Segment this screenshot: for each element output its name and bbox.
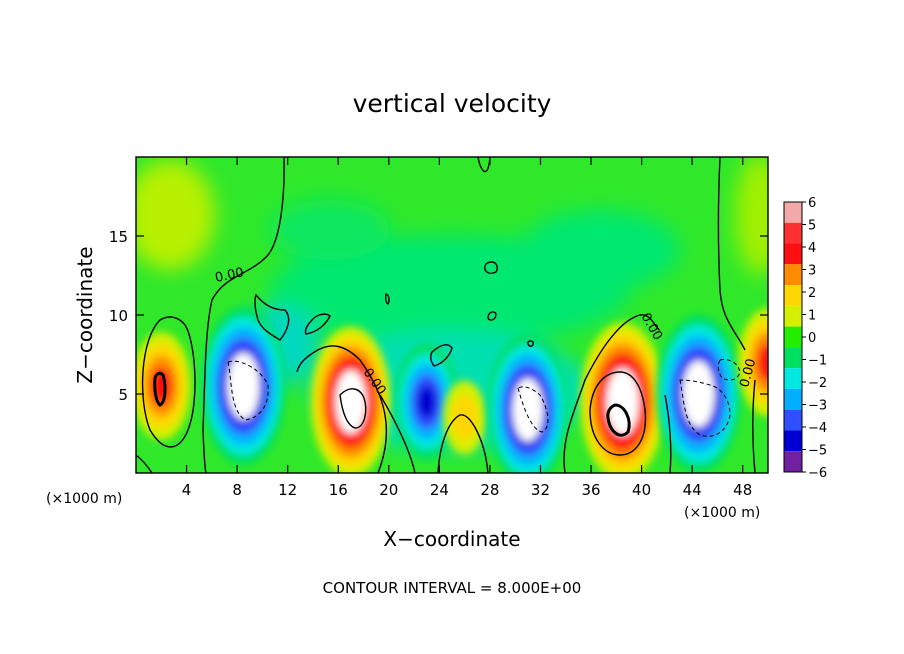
y-tick-labels: 5 10 15 xyxy=(109,228,128,404)
colorbar-label: −1 xyxy=(808,354,827,369)
x-unit-label-left: (×1000 m) xyxy=(46,491,122,507)
colorbar-label: −6 xyxy=(808,466,827,481)
velocity-cell xyxy=(201,306,286,466)
velocity-cell xyxy=(656,314,741,473)
colorbar-label: −3 xyxy=(808,399,827,414)
velocity-cell xyxy=(738,308,768,417)
colorbar-label: −4 xyxy=(808,421,827,436)
velocity-cell-band xyxy=(757,343,768,382)
colorbar-swatch xyxy=(784,430,802,452)
colorbar-label: 0 xyxy=(808,331,816,346)
plot-area: 0.00 0.00 0.00 0.00 xyxy=(135,156,769,474)
x-tick-label: 8 xyxy=(232,481,242,499)
x-tick-label: 36 xyxy=(581,481,600,499)
velocity-cell-core xyxy=(512,378,544,442)
x-tick-label: 44 xyxy=(683,481,702,499)
contour-label: 0.00 xyxy=(214,265,245,286)
y-tick-label: 10 xyxy=(109,307,128,325)
colorbar-swatch xyxy=(784,409,802,431)
colorbar-swatch xyxy=(784,326,802,348)
x-tick-label: 40 xyxy=(632,481,651,499)
colorbar-swatch xyxy=(784,305,802,327)
chart-title: vertical velocity xyxy=(353,89,552,118)
colorbar-swatch xyxy=(784,347,802,369)
colorbar-swatch xyxy=(784,285,802,306)
colorbar-swatch xyxy=(784,451,802,472)
velocity-cell-core xyxy=(335,370,367,434)
x-tick-labels: 4 8 12 16 20 24 28 32 36 40 44 48 xyxy=(182,481,752,499)
velocity-cell-band xyxy=(451,394,478,441)
axis-ticks xyxy=(136,157,768,473)
y-tick-label: 15 xyxy=(109,228,128,246)
velocity-cell xyxy=(487,334,569,473)
velocity-cell xyxy=(310,326,392,473)
colorbar-swatch xyxy=(784,388,802,410)
colorbar-label: −5 xyxy=(808,444,827,459)
contour-label: 0.00 xyxy=(737,357,759,389)
colorbar-swatch xyxy=(784,202,802,223)
velocity-cell-core xyxy=(227,352,260,420)
colorbar-swatch xyxy=(784,222,802,244)
velocity-cell-core xyxy=(682,360,715,428)
velocity-cell xyxy=(443,380,487,455)
velocity-cell-band xyxy=(417,385,436,419)
colorbar-swatch xyxy=(784,243,802,265)
y-tick-label: 5 xyxy=(118,386,128,404)
x-tick-label: 16 xyxy=(329,481,348,499)
colorbar-label: 2 xyxy=(808,286,816,301)
dashed-contours xyxy=(227,359,741,437)
contour-interval-note: CONTOUR INTERVAL = 8.000E+00 xyxy=(323,579,582,597)
colorbar-swatch xyxy=(784,264,802,286)
y-axis-label: Z−coordinate xyxy=(73,246,97,383)
x-tick-label: 20 xyxy=(379,481,398,499)
velocity-cell-core xyxy=(606,368,639,436)
velocity-cell xyxy=(580,322,666,473)
x-tick-label: 32 xyxy=(531,481,550,499)
colorbar-label: −2 xyxy=(808,376,827,391)
colorbar: 6 5 4 3 2 1 0 −1 −2 −3 −4 −5 −6 xyxy=(783,196,827,481)
colorbar-swatch xyxy=(784,368,802,389)
colorbar-label: 1 xyxy=(808,309,816,324)
colorbar-label: 4 xyxy=(808,241,816,256)
velocity-cell xyxy=(394,343,459,461)
colorbar-label: 3 xyxy=(808,264,816,279)
x-tick-label: 48 xyxy=(733,481,752,499)
x-tick-label: 28 xyxy=(480,481,499,499)
x-axis-label: X−coordinate xyxy=(383,527,520,551)
velocity-cell xyxy=(136,332,192,441)
colorbar-label: 6 xyxy=(808,196,816,211)
x-tick-label: 12 xyxy=(278,481,297,499)
colorbar-label: 5 xyxy=(808,219,816,234)
x-tick-label: 4 xyxy=(182,481,192,499)
contour-lines xyxy=(136,157,756,473)
x-tick-label: 24 xyxy=(430,481,449,499)
x-unit-label-right: (×1000 m) xyxy=(684,505,760,521)
